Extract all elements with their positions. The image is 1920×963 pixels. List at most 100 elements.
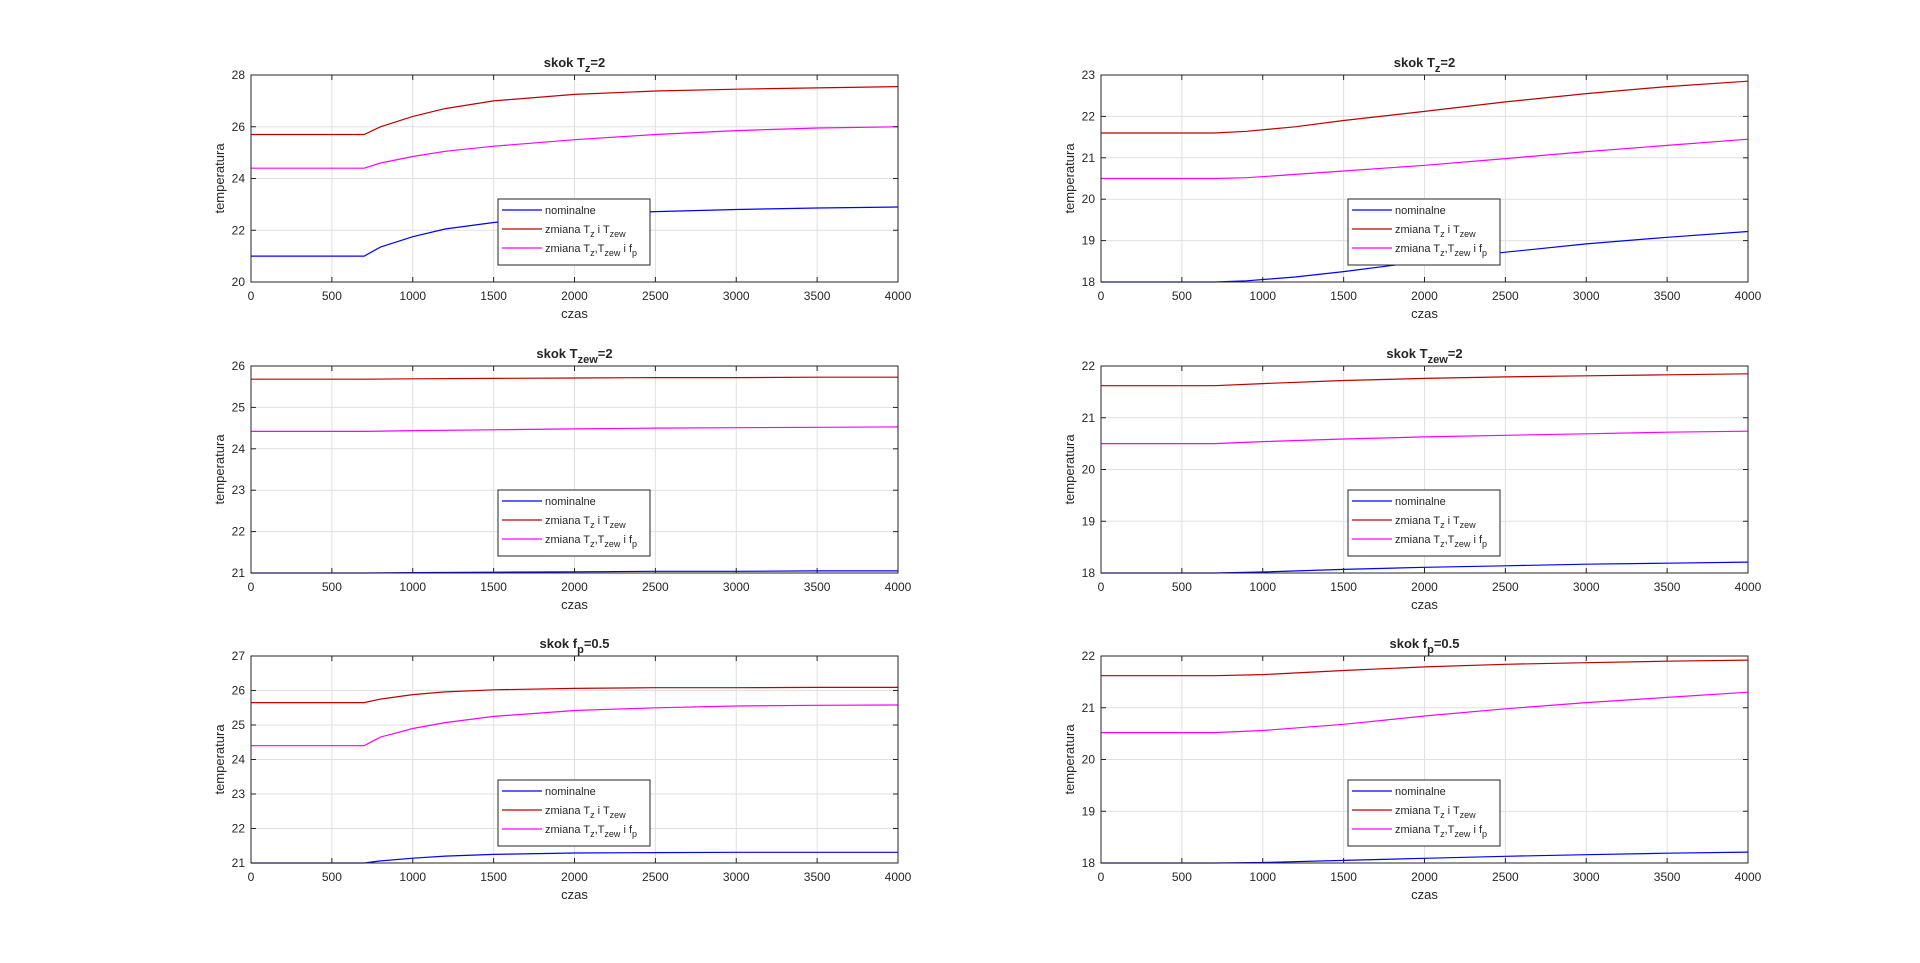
x-tick-label: 0 [248, 580, 255, 594]
x-tick-label: 3000 [1573, 580, 1600, 594]
x-tick-label: 500 [322, 580, 342, 594]
series-line-1 [251, 206, 899, 257]
x-tick-label: 2500 [642, 289, 669, 303]
x-tick-label: 3000 [723, 289, 750, 303]
chart-panel-2: 0 500 1000 1500 2000 2500 3000 3500 4000 18 19 20 21… [1062, 55, 1762, 321]
legend-label-2: zmiana Tz i Tzew [1395, 515, 1476, 530]
x-tick-label: 2000 [1411, 870, 1438, 884]
x-tick-label: 3500 [804, 870, 831, 884]
x-tick-label: 4000 [885, 580, 912, 594]
y-tick-label: 22 [232, 822, 246, 836]
x-tick-label: 1000 [1249, 580, 1276, 594]
x-tick-label: 0 [1098, 289, 1105, 303]
x-tick-label: 1500 [480, 870, 507, 884]
y-tick-label: 26 [232, 120, 246, 134]
y-tick-label: 19 [1082, 514, 1096, 528]
series-line-1 [251, 851, 898, 864]
x-axis-label: czas [561, 887, 588, 902]
series-line-3 [251, 704, 899, 747]
y-tick-label: 23 [1082, 68, 1096, 82]
y-tick-label: 27 [232, 649, 246, 663]
y-axis-label: temperatura [1062, 143, 1077, 214]
legend-label-2: zmiana Tz i Tzew [545, 515, 626, 530]
legend-label-2: zmiana Tz i Tzew [1395, 805, 1476, 820]
chart-title: skok Tzew=2 [536, 346, 612, 366]
x-tick-label: 1000 [1249, 289, 1276, 303]
y-tick-label: 24 [232, 442, 246, 456]
legend: nominalne zmiana Tz i Tzew zmiana Tz,Tzew … [1347, 198, 1501, 266]
x-axis-label: czas [1411, 597, 1438, 612]
x-tick-label: 2000 [1411, 580, 1438, 594]
x-tick-label: 0 [248, 870, 255, 884]
y-tick-label: 26 [232, 359, 246, 373]
legend-label-2: zmiana Tz i Tzew [1395, 224, 1476, 239]
y-tick-label: 22 [232, 223, 246, 237]
x-tick-label: 3500 [1654, 289, 1681, 303]
y-tick-label: 20 [1082, 753, 1096, 767]
chart-title: skok fp=0.5 [540, 636, 610, 656]
legend-label-3: zmiana Tz,Tzew i fp [545, 824, 637, 839]
legend-label-2: zmiana Tz i Tzew [545, 805, 626, 820]
chart-panel-4: 0 500 1000 1500 2000 2500 3000 3500 4000 18 19 20 21… [1062, 346, 1762, 612]
x-tick-label: 3000 [1573, 289, 1600, 303]
x-tick-label: 1000 [399, 870, 426, 884]
y-tick-label: 20 [232, 275, 246, 289]
x-tick-label: 3000 [1573, 870, 1600, 884]
chart-title: skok Tz=2 [1394, 55, 1456, 75]
y-tick-label: 18 [1082, 566, 1096, 580]
y-tick-label: 22 [1082, 649, 1096, 663]
x-tick-label: 2500 [642, 580, 669, 594]
legend-label-1: nominalne [545, 205, 596, 217]
y-axis-label: temperatura [212, 143, 227, 214]
y-tick-label: 22 [232, 525, 246, 539]
legend-label-3: zmiana Tz,Tzew i fp [545, 243, 637, 258]
series-line-2 [1101, 659, 1749, 677]
y-tick-label: 25 [232, 400, 246, 414]
x-tick-label: 1000 [399, 289, 426, 303]
y-axis-label: temperatura [1062, 434, 1077, 505]
chart-panel-5: 0 500 1000 1500 2000 2500 3000 3500 4000 21 22 23 24… [212, 636, 912, 902]
legend-label-3: zmiana Tz,Tzew i fp [1395, 824, 1487, 839]
series-line-3 [251, 426, 899, 432]
chart-panel-3: 0 500 1000 1500 2000 2500 3000 3500 4000 21 22 23 24… [212, 346, 912, 612]
legend: nominalne zmiana Tz i Tzew zmiana Tz,Tzew … [497, 198, 651, 266]
series-line-3 [1101, 691, 1749, 734]
legend-label-1: nominalne [545, 496, 596, 508]
legend-label-1: nominalne [1395, 496, 1446, 508]
x-tick-label: 500 [1172, 580, 1192, 594]
chart-panel-1: 0 500 1000 1500 2000 2500 3000 3500 4000 20 22 24 26… [212, 55, 912, 321]
y-tick-label: 21 [1082, 701, 1096, 715]
x-tick-label: 2500 [1492, 580, 1519, 594]
y-tick-label: 21 [1082, 411, 1096, 425]
y-tick-label: 21 [232, 856, 246, 870]
x-tick-label: 3500 [804, 580, 831, 594]
chart-panel-6: 0 500 1000 1500 2000 2500 3000 3500 4000 18 19 20 21… [1062, 636, 1762, 902]
series-line-3 [1101, 430, 1749, 445]
x-tick-label: 1000 [1249, 870, 1276, 884]
x-tick-label: 1500 [1330, 580, 1357, 594]
chart-title: skok fp=0.5 [1390, 636, 1460, 656]
series-line-3 [1101, 138, 1749, 180]
y-tick-label: 23 [232, 483, 246, 497]
x-tick-label: 500 [322, 289, 342, 303]
x-tick-label: 2500 [1492, 870, 1519, 884]
legend-label-3: zmiana Tz,Tzew i fp [545, 534, 637, 549]
series-line-2 [251, 86, 899, 136]
x-tick-label: 4000 [1735, 580, 1762, 594]
x-axis-label: czas [561, 306, 588, 321]
chart-title: skok Tzew=2 [1386, 346, 1462, 366]
legend-label-1: nominalne [1395, 205, 1446, 217]
series-line-2 [251, 376, 898, 380]
x-tick-label: 1000 [399, 580, 426, 594]
x-tick-label: 1500 [1330, 289, 1357, 303]
y-tick-label: 22 [1082, 109, 1096, 123]
legend: nominalne zmiana Tz i Tzew zmiana Tz,Tzew … [1347, 779, 1501, 847]
legend-label-1: nominalne [1395, 786, 1446, 798]
legend: nominalne zmiana Tz i Tzew zmiana Tz,Tzew … [1347, 489, 1501, 557]
x-tick-label: 1500 [480, 289, 507, 303]
y-tick-label: 21 [232, 566, 246, 580]
y-tick-label: 20 [1082, 463, 1096, 477]
legend-label-1: nominalne [545, 786, 596, 798]
x-axis-label: czas [561, 597, 588, 612]
